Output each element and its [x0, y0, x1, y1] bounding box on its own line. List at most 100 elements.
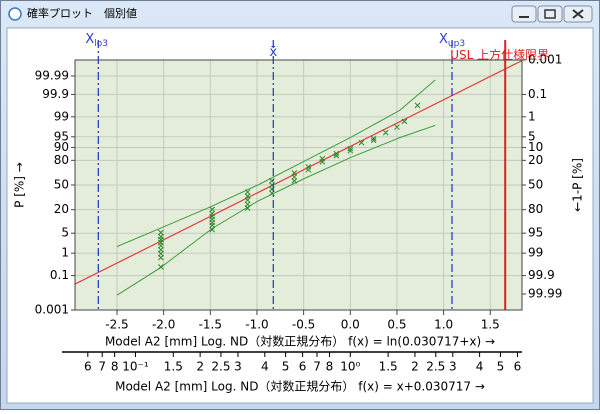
window-buttons[interactable]: [511, 5, 593, 23]
y-tick-label: 0.001: [35, 303, 69, 317]
confidence-band: [116, 79, 436, 247]
y2-tick-label: 99.99: [528, 287, 562, 301]
reference-label: x̄: [269, 45, 277, 60]
data-point: [244, 189, 251, 195]
data-point: [244, 205, 251, 211]
data-point: [347, 145, 354, 152]
x-tick-label: 1.0: [434, 318, 453, 332]
reference-label-text: x̄: [269, 45, 277, 60]
y2-tick-label: 99.9: [528, 268, 555, 282]
window-title: 確率プロット 個別値: [27, 6, 137, 20]
data-point: [358, 139, 365, 146]
y-tick-label: 1: [61, 246, 69, 260]
x-tick-label: 0.5: [387, 318, 406, 332]
x2-tick-label: 1.5: [379, 360, 398, 374]
y-tick-label: 99: [54, 109, 69, 123]
plot-content: [75, 60, 522, 296]
x-tick-label: -0.5: [292, 318, 315, 332]
data-point: [401, 118, 408, 125]
y-tick-label: 99.9: [42, 87, 69, 101]
data-point: [319, 159, 326, 165]
close-icon: [572, 9, 584, 19]
y2-tick-label: 80: [528, 202, 543, 216]
reference-label-subscript: lo3: [94, 39, 108, 49]
x-axis-title: Model A2 [mm] Log. ND（対数正規分布） f(x) = ln(…: [105, 334, 495, 349]
reference-label: Xup3: [439, 32, 465, 49]
y-tick-label: 95: [54, 129, 69, 143]
x2-tick-label: 8: [111, 360, 119, 374]
data-point: [244, 197, 251, 204]
x2-tick-label: 5: [282, 360, 290, 374]
data-point: [305, 166, 312, 173]
data-point: [209, 206, 216, 213]
x2-tick-label: 5: [497, 360, 505, 374]
chart: -2.5 -2.0 -1.5 -1.0 -0.5 0.0 0.5 1.0 1.5 0.001 0.1…: [35, 32, 563, 374]
y-tick-label: 99.99: [35, 68, 69, 82]
y2-tick-label: 50: [528, 178, 543, 192]
y2-axis-title: ←1-P [%]: [571, 158, 585, 212]
data-point: [209, 222, 216, 229]
y-tick-label: 5: [61, 226, 69, 240]
x2-tick-label: 7: [313, 360, 321, 374]
plot-frame: [74, 59, 523, 311]
data-point: [370, 135, 377, 142]
maximize-icon: [544, 9, 556, 19]
x2-tick-label: 1.5: [164, 360, 183, 374]
x2-tick-label: 2.5: [211, 360, 230, 374]
data-point: [158, 264, 164, 270]
reference-label: USL 上方仕様限界: [450, 47, 549, 62]
y2-tick-label: 20: [528, 153, 543, 167]
data-point: [158, 254, 164, 261]
data-point: [382, 129, 389, 136]
y2-tick-label: 10: [528, 140, 543, 154]
x2-tick-label: 2.5: [426, 360, 445, 374]
x2-tick-label: 7: [98, 360, 106, 374]
data-point: [291, 173, 298, 180]
y2-tick-label: 0.001: [528, 53, 562, 67]
x2-tick-label: 8: [326, 360, 334, 374]
x2-tick-label: 6: [84, 360, 92, 374]
reference-label: Xlo3: [85, 32, 108, 49]
x2-tick-label: 4: [476, 360, 484, 374]
x2-tick-label: 3: [234, 360, 242, 374]
minimize-button[interactable]: [511, 5, 537, 23]
x2-tick-label: 10⁰: [340, 360, 360, 374]
data-point: [158, 229, 164, 236]
confidence-band: [116, 124, 436, 296]
y-axis-title: P [%] →: [13, 162, 27, 208]
y-tick-label: 50: [54, 178, 69, 192]
x-tick-label: -2.0: [152, 318, 175, 332]
y2-tick-label: 99: [528, 246, 543, 260]
reference-label-text: X: [85, 32, 94, 47]
x2-tick-label: 6: [299, 360, 307, 374]
y-tick-label: 0.1: [50, 268, 69, 282]
fit-line: [75, 60, 522, 285]
data-point: [244, 193, 251, 199]
x-tick-label: -2.5: [105, 318, 128, 332]
y-tick-label: 80: [54, 153, 69, 167]
y2-tick-label: 95: [528, 226, 543, 240]
y2-tick-label: 1: [528, 109, 536, 123]
reference-label-text: X: [439, 32, 448, 47]
maximize-button[interactable]: [537, 5, 563, 23]
x2-axis-title: Model A2 [mm] Log. ND（対数正規分布） f(x) = x+0…: [115, 379, 485, 394]
data-point: [370, 137, 377, 144]
x2-tick-label: 10⁻¹: [122, 360, 149, 374]
data-point: [347, 147, 354, 154]
reference-label-subscript: up3: [448, 39, 465, 49]
x2-tick-label: 6: [514, 360, 522, 374]
x-tick-label: 0.0: [341, 318, 360, 332]
x2-tick-label: 4: [261, 360, 269, 374]
y-tick-label: 90: [54, 140, 69, 154]
data-point: [158, 242, 164, 249]
data-point: [209, 226, 216, 233]
app-icon: [8, 7, 22, 21]
y-tick-label: 20: [54, 202, 69, 216]
x-tick-label: -1.5: [199, 318, 222, 332]
data-point: [333, 152, 340, 159]
x-tick-label: 1.5: [481, 318, 500, 332]
y2-tick-label: 5: [528, 129, 536, 143]
data-point: [414, 102, 421, 109]
data-point: [394, 124, 400, 130]
